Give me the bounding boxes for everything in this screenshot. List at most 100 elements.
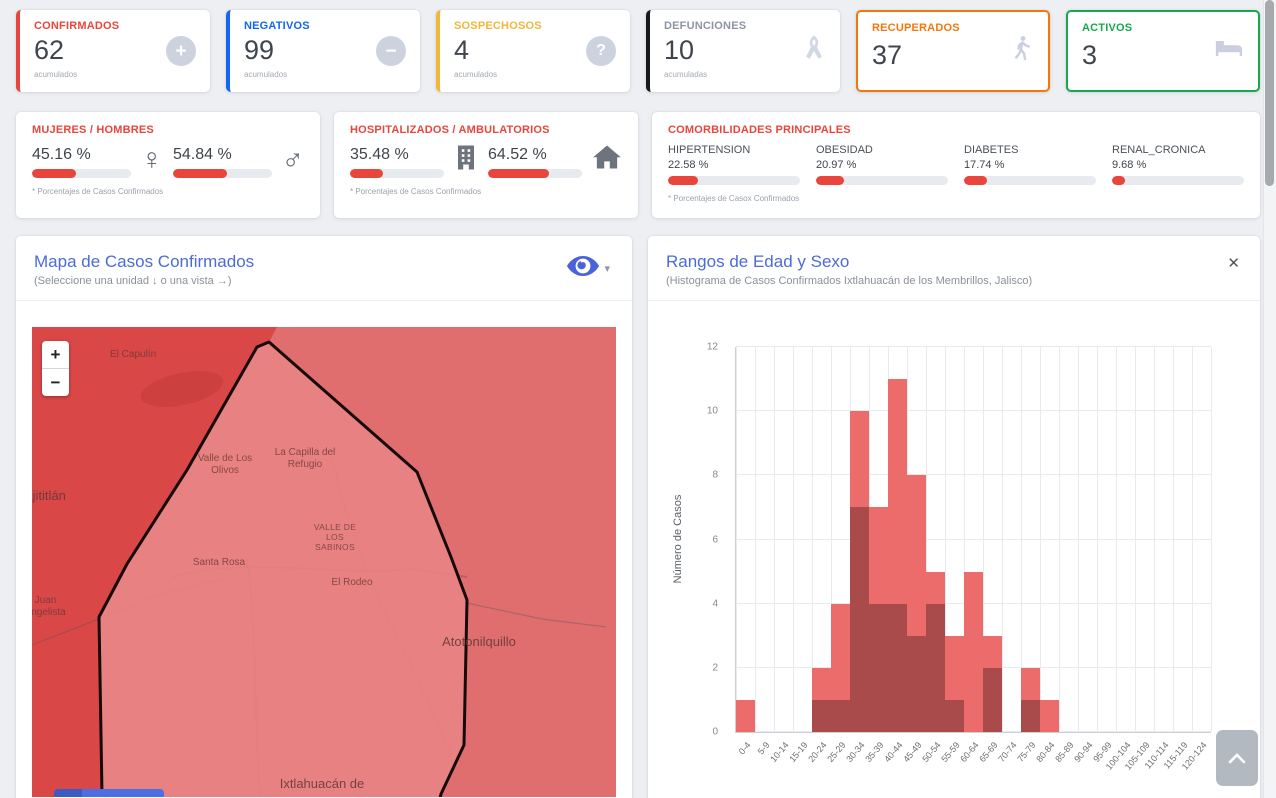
card-defunciones: DEFUNCIONES 10 acumuladas: [646, 10, 840, 92]
map-municipality-polygon[interactable]: [97, 340, 469, 797]
hospitalized-progressbar: [350, 169, 444, 178]
gridline-x: [1097, 347, 1098, 732]
card-sublabel: acumulados: [244, 70, 288, 79]
gridline-x: [945, 347, 946, 732]
bar-hombres: [983, 635, 1002, 668]
comorbidity-percent: 22.58 %: [668, 159, 709, 171]
gridline-y: [736, 346, 1211, 347]
scroll-to-top-button[interactable]: [1216, 730, 1258, 786]
female-icon: ♀: [140, 143, 164, 176]
bar-hombres: [812, 667, 831, 700]
card-sublabel: acumulados: [454, 70, 498, 79]
card-hospitalizados-ambulatorios: HOSPITALIZADOS / AMBULATORIOS 35.48 % 64…: [334, 112, 638, 218]
comorbidity-name: HIPERTENSION: [668, 144, 751, 156]
card-sublabel: acumulados: [34, 70, 78, 79]
eye-icon: [566, 254, 600, 283]
gridline-x: [831, 347, 832, 732]
bar-hombres: [907, 475, 926, 636]
bar-mujeres: [1021, 699, 1040, 732]
male-percent: 54.84 %: [173, 146, 232, 163]
card-title: RECUPERADOS: [872, 22, 960, 34]
chevron-down-icon: ▾: [604, 263, 610, 275]
bar-hombres: [831, 603, 850, 700]
card-value: 4: [454, 35, 470, 65]
page-scrollbar[interactable]: [1263, 0, 1276, 798]
scrollbar-thumb[interactable]: [1265, 0, 1274, 186]
y-tick-label: 12: [706, 341, 718, 353]
bar-hombres: [850, 411, 869, 508]
bar-mujeres: [888, 603, 907, 732]
bar-hombres: [736, 699, 755, 732]
card-value: 3: [1082, 40, 1098, 70]
map-subtitle: (Seleccione una unidad ↓ o una vista →): [34, 275, 232, 287]
histogram-title: Rangos de Edad y Sexo: [666, 252, 850, 271]
map-terrain-blob: [140, 371, 224, 407]
female-percent: 45.16 %: [32, 146, 91, 163]
gridline-x: [1211, 347, 1212, 732]
gridline-y: [736, 474, 1211, 476]
gridline-y: [736, 410, 1211, 412]
map-card: Mapa de Casos Confirmados (Seleccione un…: [16, 236, 632, 798]
bar-hombres: [888, 379, 907, 604]
bar-mujeres: [926, 603, 945, 732]
chevron-up-icon: [1228, 752, 1246, 763]
gridline-y: [736, 538, 1211, 540]
gridline-x: [1135, 347, 1136, 732]
gridline-x: [1002, 347, 1003, 732]
card-title: ACTIVOS: [1082, 22, 1133, 34]
gridline-x: [1040, 347, 1041, 732]
card-value: 62: [34, 35, 65, 65]
histogram-card: Rangos de Edad y Sexo (Histograma de Cas…: [648, 236, 1260, 798]
comorbidity-progressbar: [964, 176, 1096, 185]
close-icon[interactable]: ✕: [1227, 255, 1240, 272]
card-sublabel: acumuladas: [664, 70, 708, 79]
bed-icon: [1214, 37, 1244, 65]
card-title: MUJERES / HOMBRES: [32, 124, 154, 136]
gridline-x: [926, 347, 927, 732]
zoom-in-button[interactable]: +: [50, 344, 61, 364]
card-recuperados: RECUPERADOS 37: [856, 10, 1050, 92]
card-value: 37: [872, 40, 903, 70]
map-title: Mapa de Casos Confirmados: [34, 252, 255, 271]
comorbidity-item: OBESIDAD 20.97 %: [816, 144, 948, 185]
gridline-x: [812, 347, 813, 732]
comorbidity-item: DIABETES 17.74 %: [964, 144, 1096, 185]
hospital-icon: [454, 143, 478, 175]
map-attribution-control[interactable]: [54, 789, 164, 797]
question-circle-icon: ?: [586, 36, 616, 66]
gridline-x: [1116, 347, 1117, 732]
map-view-button[interactable]: ▾: [566, 254, 610, 283]
comorbidity-item: RENAL_CRONICA 9.68 %: [1112, 144, 1244, 185]
male-progressbar: [173, 169, 272, 178]
comorbidity-item: HIPERTENSION 22.58 %: [668, 144, 800, 185]
gridline-x: [793, 347, 794, 732]
zoom-out-button[interactable]: −: [42, 368, 69, 396]
map-canvas[interactable]: El Capulín Cajititlán Valle de Los Olivo…: [32, 327, 616, 797]
gridline-x: [1154, 347, 1155, 732]
minus-circle-icon: −: [376, 36, 406, 66]
card-confirmados: CONFIRMADOS 62 acumulados +: [16, 10, 210, 92]
card-value: 99: [244, 35, 275, 65]
map-card-header: Mapa de Casos Confirmados (Seleccione un…: [16, 236, 632, 301]
bar-hombres: [869, 507, 888, 604]
bar-mujeres: [831, 699, 850, 732]
gridline-x: [1192, 347, 1193, 732]
bar-hombres: [1040, 699, 1059, 732]
female-progressbar: [32, 169, 131, 178]
card-title: DEFUNCIONES: [664, 20, 747, 32]
map-neighbor-region[interactable]: [32, 327, 277, 797]
bar-mujeres: [907, 635, 926, 732]
bar-hombres: [945, 635, 964, 700]
card-activos: ACTIVOS 3: [1066, 10, 1260, 92]
comorbidity-percent: 9.68 %: [1112, 159, 1147, 171]
bar-mujeres: [850, 507, 869, 732]
histogram-subtitle: (Histograma de Casos Confirmados Ixtlahu…: [666, 275, 1033, 287]
chart-y-ticks: 0 2 4 6 8 10 12: [648, 342, 726, 738]
bar-mujeres: [945, 699, 964, 732]
stat-card-row: CONFIRMADOS 62 acumulados + NEGATIVOS 99…: [16, 10, 1260, 92]
card-footnote: * Porcentajes de Casos Confirmados: [32, 187, 164, 196]
y-tick-label: 2: [712, 662, 718, 674]
bar-hombres: [964, 571, 983, 732]
hospitalized-percent: 35.48 %: [350, 146, 409, 163]
